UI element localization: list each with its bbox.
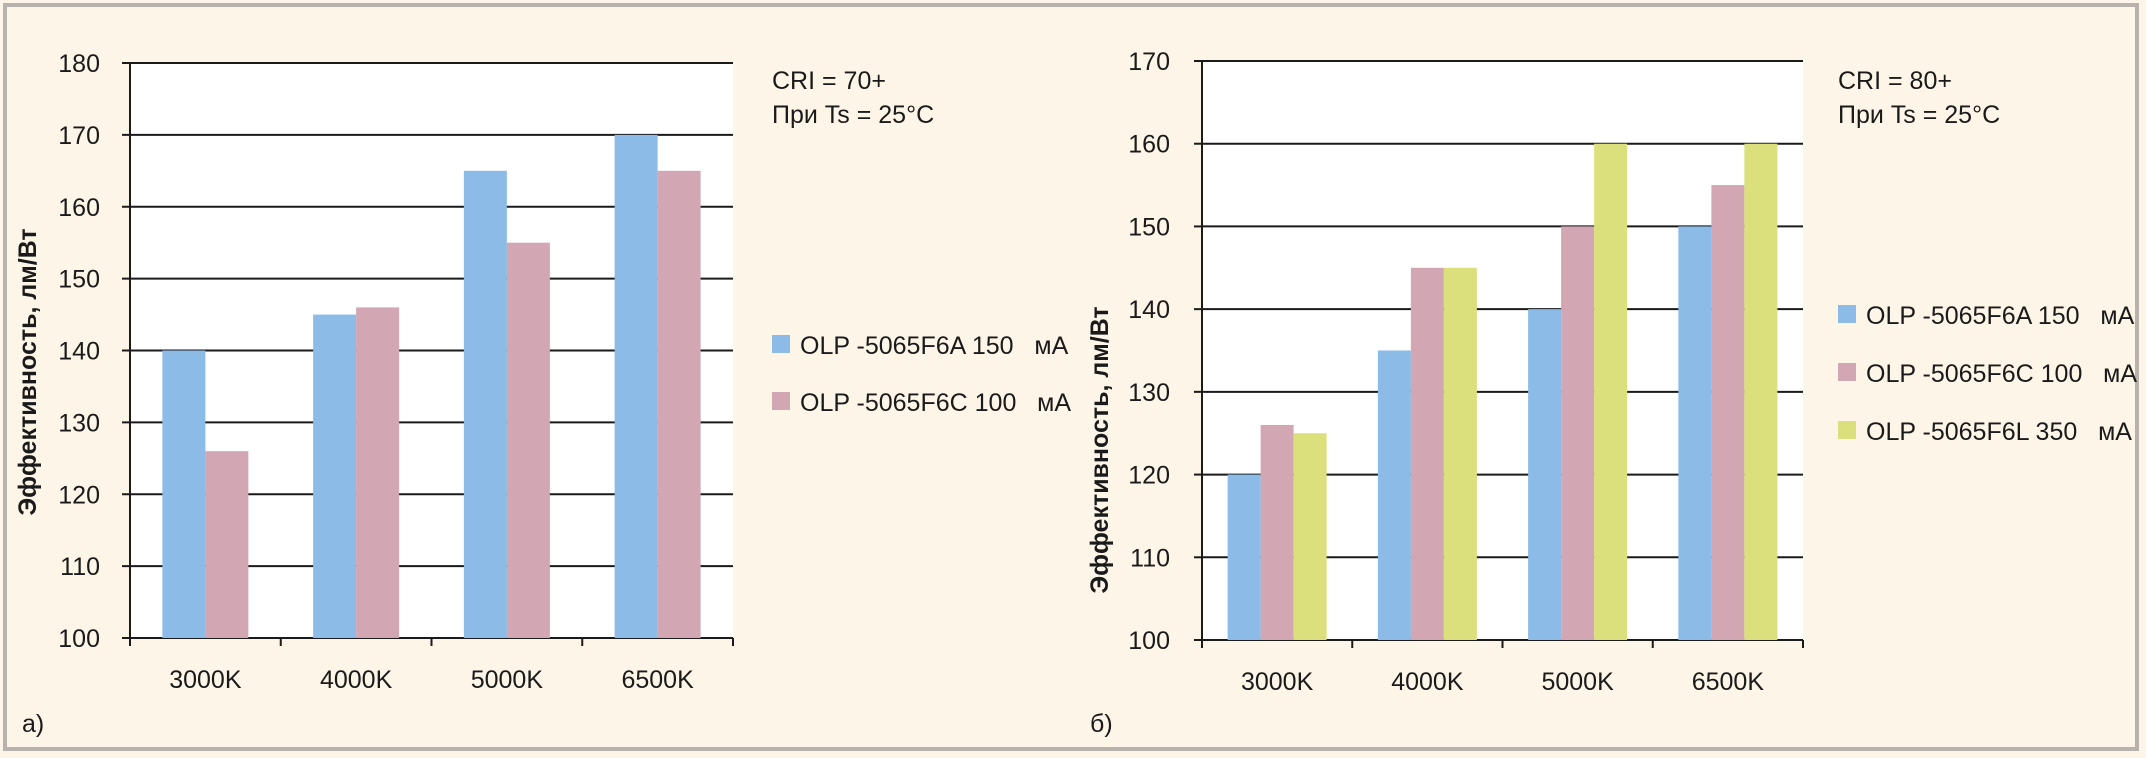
- bar-5000K-series-2: [1561, 226, 1595, 640]
- bar-5000K-series-2: [506, 242, 550, 638]
- legend-label: OLP -5065F6L 350 мА: [1866, 418, 2132, 446]
- y-tick-label: 130: [1128, 379, 1170, 407]
- bar-6500K-series-2: [657, 170, 701, 638]
- y-tick-label: 180: [58, 50, 100, 78]
- y-tick-label: 140: [58, 338, 100, 366]
- bar-4000K-series-1: [313, 314, 357, 638]
- legend-swatch: [1838, 421, 1856, 439]
- legend-swatch: [772, 335, 790, 353]
- bar-4000K-series-1: [1377, 350, 1411, 640]
- chart-panel-b: 100 110 120 130 140 150 160 170 3000K 4000K 5000K 6…: [1086, 48, 2137, 738]
- x-tick-label: 4000K: [1391, 668, 1464, 696]
- y-tick-label: 100: [58, 625, 100, 653]
- bar-4000K-series-2: [1410, 267, 1444, 640]
- x-tick-label: 3000K: [1241, 668, 1314, 696]
- bar-3000K-series-1: [162, 350, 206, 638]
- legend-swatch: [1838, 305, 1856, 323]
- bar-5000K-series-1: [1528, 309, 1562, 640]
- annotation-text: При Ts = 25°C: [1838, 101, 2000, 129]
- y-tick-label: 110: [60, 553, 100, 581]
- y-tick-label: 130: [58, 409, 100, 437]
- legend-label: OLP -5065F6A 150 мА: [800, 332, 1069, 360]
- panel-label: б): [1090, 710, 1113, 738]
- legend-swatch: [1838, 363, 1856, 381]
- legend-label: OLP -5065F6A 150 мА: [1866, 302, 2135, 330]
- x-tick-label: 3000K: [169, 666, 242, 694]
- y-tick-label: 120: [58, 481, 100, 509]
- bar-6500K-series-3: [1744, 143, 1778, 640]
- panel-label: а): [22, 710, 44, 738]
- legend-swatch: [772, 392, 790, 410]
- bar-4000K-series-2: [356, 307, 400, 638]
- y-tick-label: 160: [58, 194, 100, 222]
- y-tick-label: 100: [1128, 627, 1170, 655]
- y-tick-label: 140: [1128, 296, 1170, 324]
- y-tick-label: 150: [58, 266, 100, 294]
- y-tick-label: 160: [1128, 131, 1170, 159]
- bar-3000K-series-2: [205, 451, 249, 638]
- bar-3000K-series-2: [1260, 424, 1294, 640]
- legend-label: OLP -5065F6C 100 мА: [800, 389, 1071, 417]
- chart-panel-a: 100 110 120 130 140 150 160 170 180 3000K 4000K 500…: [14, 50, 1071, 738]
- y-tick-label: 150: [1128, 213, 1170, 241]
- annotation-text: При Ts = 25°C: [772, 101, 934, 129]
- x-tick-label: 4000K: [320, 666, 393, 694]
- y-tick-label: 170: [1128, 48, 1170, 76]
- y-tick-label: 110: [1130, 544, 1170, 572]
- y-axis-label: Эффективность, лм/Вт: [14, 228, 42, 515]
- annotation-text: CRI = 70+: [772, 67, 886, 95]
- bar-5000K-series-3: [1594, 143, 1628, 640]
- bar-6500K-series-1: [1678, 226, 1712, 640]
- bar-3000K-series-3: [1293, 433, 1327, 640]
- y-tick-label: 120: [1128, 462, 1170, 490]
- bar-6500K-series-1: [614, 134, 658, 638]
- y-tick-label: 170: [58, 122, 100, 150]
- annotation-text: CRI = 80+: [1838, 67, 1952, 95]
- bar-6500K-series-2: [1711, 185, 1745, 641]
- x-tick-label: 5000K: [471, 666, 544, 694]
- y-axis-label: Эффективность, лм/Вт: [1086, 306, 1114, 593]
- x-tick-label: 6500K: [621, 666, 694, 694]
- bar-5000K-series-1: [463, 170, 507, 638]
- legend-label: OLP -5065F6C 100 мА: [1866, 360, 2137, 388]
- x-tick-label: 6500K: [1692, 668, 1765, 696]
- x-tick-label: 5000K: [1541, 668, 1614, 696]
- bar-3000K-series-1: [1227, 474, 1261, 640]
- bar-4000K-series-3: [1443, 267, 1477, 640]
